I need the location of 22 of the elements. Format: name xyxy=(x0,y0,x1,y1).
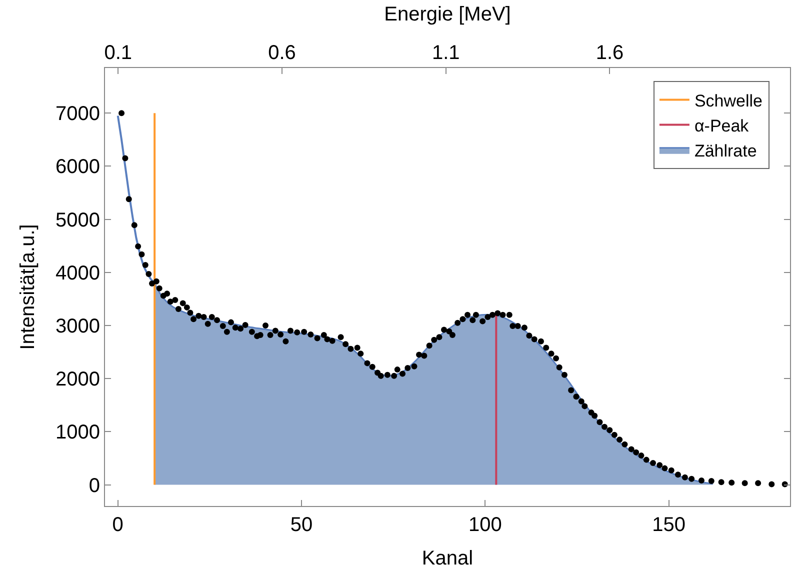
x-axis-title: Kanal xyxy=(422,548,474,570)
x2-axis-title: Energie [MeV] xyxy=(384,4,511,26)
y-tick-label: 6000 xyxy=(56,156,100,178)
legend-label: Schwelle xyxy=(694,91,762,110)
y-tick-label: 2000 xyxy=(56,368,100,391)
x-tick-label: 50 xyxy=(290,514,313,536)
x-tick-label: 100 xyxy=(468,514,502,536)
x-tick-label: 0 xyxy=(112,514,124,536)
x-tick-label: 150 xyxy=(652,514,686,536)
x2-tick-label: 1.1 xyxy=(432,42,460,64)
y-axis-title: Intensität[a.u.] xyxy=(17,224,39,350)
y-tick-label: 0 xyxy=(88,474,100,497)
legend-label: Zählrate xyxy=(694,142,757,161)
x2-tick-label: 0.6 xyxy=(268,42,296,64)
legend-label: α-Peak xyxy=(694,116,750,136)
y-tick-label: 1000 xyxy=(56,422,100,444)
y-tick-label: 3000 xyxy=(56,315,100,338)
x2-tick-label: 0.1 xyxy=(104,42,132,64)
y-tick-label: 5000 xyxy=(56,209,100,232)
x2-tick-label: 1.6 xyxy=(596,42,624,64)
y-tick-label: 7000 xyxy=(56,103,100,126)
y-tick-label: 4000 xyxy=(56,262,100,284)
